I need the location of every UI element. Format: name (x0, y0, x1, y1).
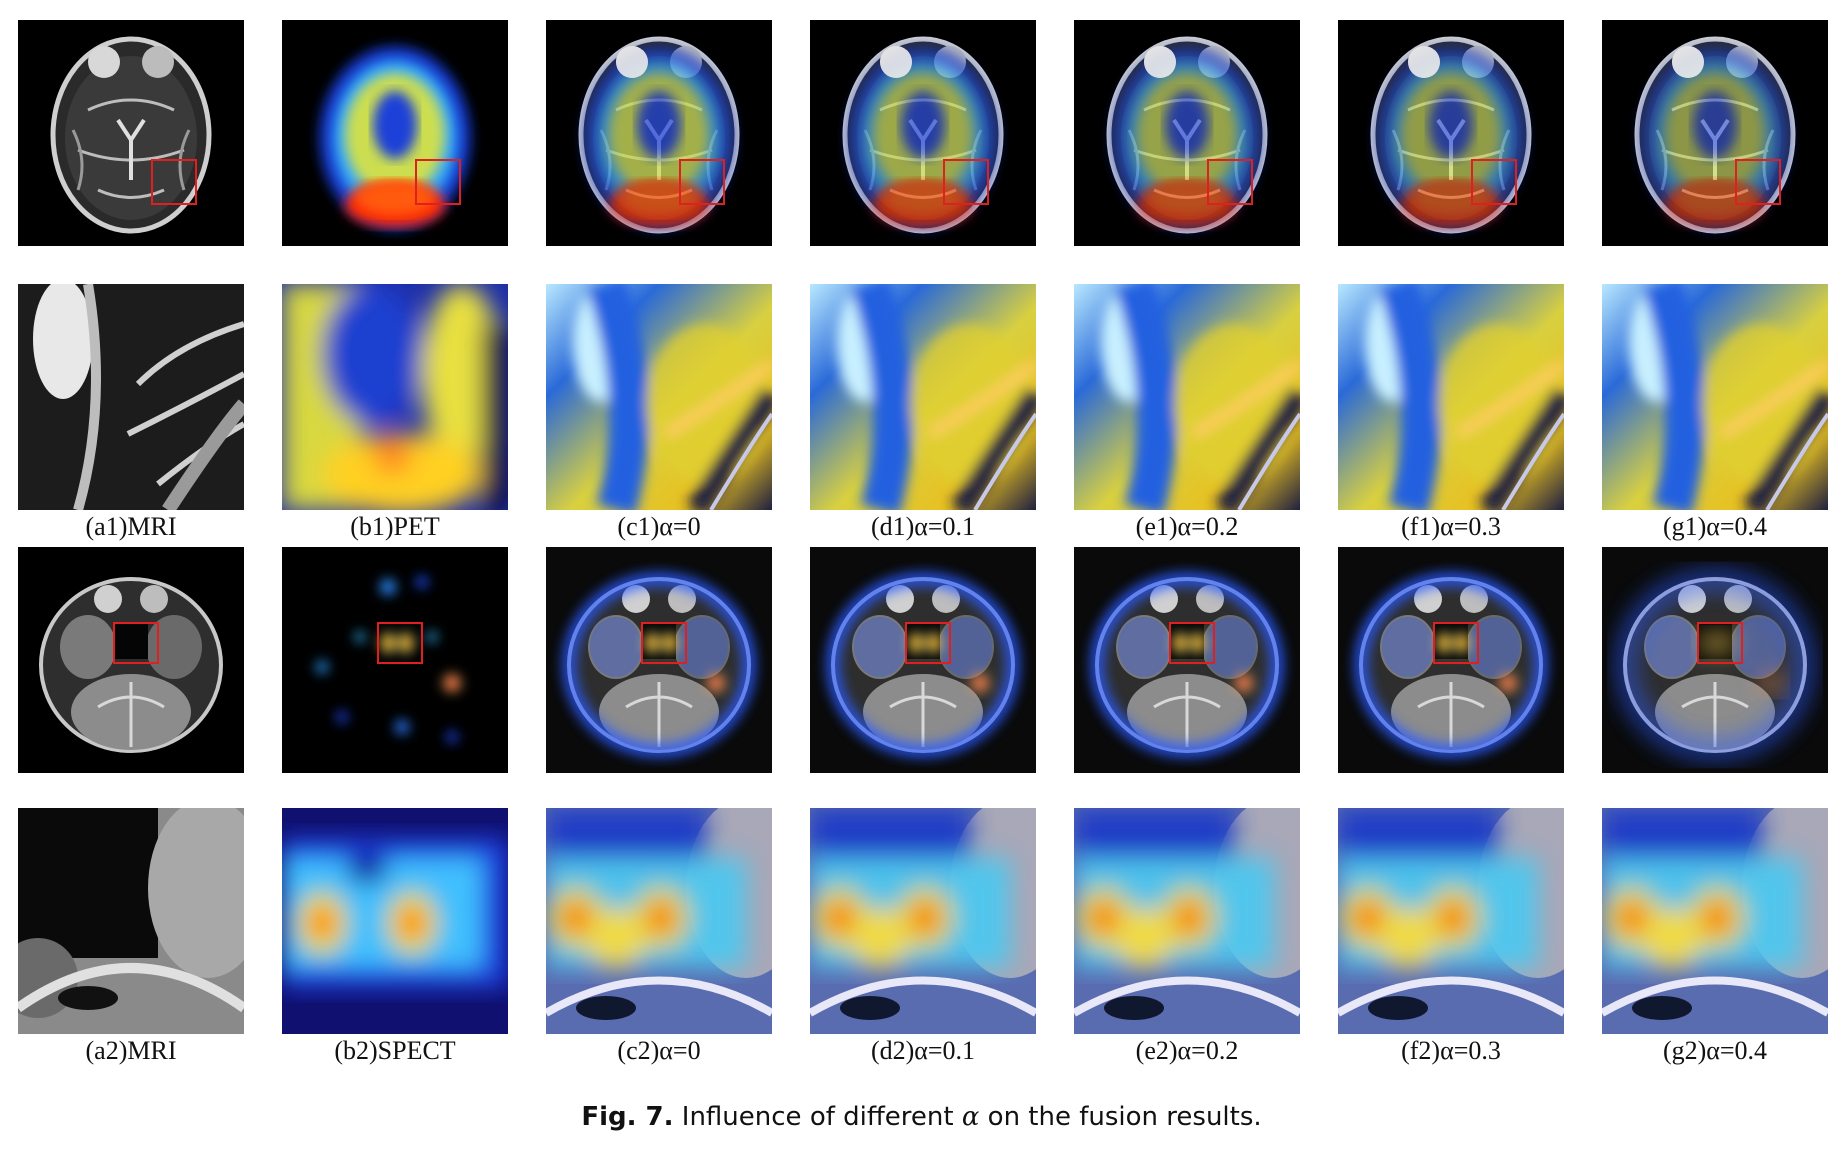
image-b1-pet-full (282, 20, 508, 246)
image-f1-fused-zoom (1338, 284, 1564, 510)
subcaption-c1: (c1)α=0 (546, 512, 772, 542)
image-d2-fused-full (810, 547, 1036, 773)
image-a2-mri-full (18, 547, 244, 773)
image-d1-fused-full (810, 20, 1036, 246)
image-a1-mri-full (18, 20, 244, 246)
figure-caption: Fig. 7. Influence of different α on the … (0, 1102, 1843, 1132)
image-g1-fused-zoom (1602, 284, 1828, 510)
subcaption-e2: (e2)α=0.2 (1074, 1036, 1300, 1066)
subcaption-f1: (f1)α=0.3 (1338, 512, 1564, 542)
image-f1-fused-full (1338, 20, 1564, 246)
subcaption-f2: (f2)α=0.3 (1338, 1036, 1564, 1066)
caption-alpha-symbol: α (962, 1102, 980, 1132)
image-e1-fused-zoom (1074, 284, 1300, 510)
subcaption-g2: (g2)α=0.4 (1602, 1036, 1828, 1066)
subcaption-c2: (c2)α=0 (546, 1036, 772, 1066)
subcaption-g1: (g1)α=0.4 (1602, 512, 1828, 542)
image-c2-fused-zoom (546, 808, 772, 1034)
subcaption-a1: (a1)MRI (18, 512, 244, 542)
figure-label: Fig. 7. (581, 1102, 673, 1132)
row-pet-zoom (0, 284, 1843, 510)
image-e1-fused-full (1074, 20, 1300, 246)
subcaption-a2: (a2)MRI (18, 1036, 244, 1066)
image-c2-fused-full (546, 547, 772, 773)
image-e2-fused-zoom (1074, 808, 1300, 1034)
caption-text-after: on the fusion results. (988, 1102, 1262, 1132)
image-c1-fused-full (546, 20, 772, 246)
subcaption-d1: (d1)α=0.1 (810, 512, 1036, 542)
subcaption-e1: (e1)α=0.2 (1074, 512, 1300, 542)
image-b2-spect-zoom (282, 808, 508, 1034)
subcaption-b1: (b1)PET (282, 512, 508, 542)
image-g2-fused-full (1602, 547, 1828, 773)
image-f2-fused-full (1338, 547, 1564, 773)
subcaption-b2: (b2)SPECT (282, 1036, 508, 1066)
row-pet-full (0, 20, 1843, 246)
image-g1-fused-full (1602, 20, 1828, 246)
caption-text-before: Influence of different (682, 1102, 954, 1132)
image-a2-mri-zoom (18, 808, 244, 1034)
row-spect-zoom (0, 808, 1843, 1034)
image-g2-fused-zoom (1602, 808, 1828, 1034)
subcaption-d2: (d2)α=0.1 (810, 1036, 1036, 1066)
row-spect-full (0, 547, 1843, 773)
image-e2-fused-full (1074, 547, 1300, 773)
image-d2-fused-zoom (810, 808, 1036, 1034)
image-b2-spect-full (282, 547, 508, 773)
image-b1-pet-zoom (282, 284, 508, 510)
image-f2-fused-zoom (1338, 808, 1564, 1034)
image-a1-mri-zoom (18, 284, 244, 510)
image-c1-fused-zoom (546, 284, 772, 510)
image-d1-fused-zoom (810, 284, 1036, 510)
